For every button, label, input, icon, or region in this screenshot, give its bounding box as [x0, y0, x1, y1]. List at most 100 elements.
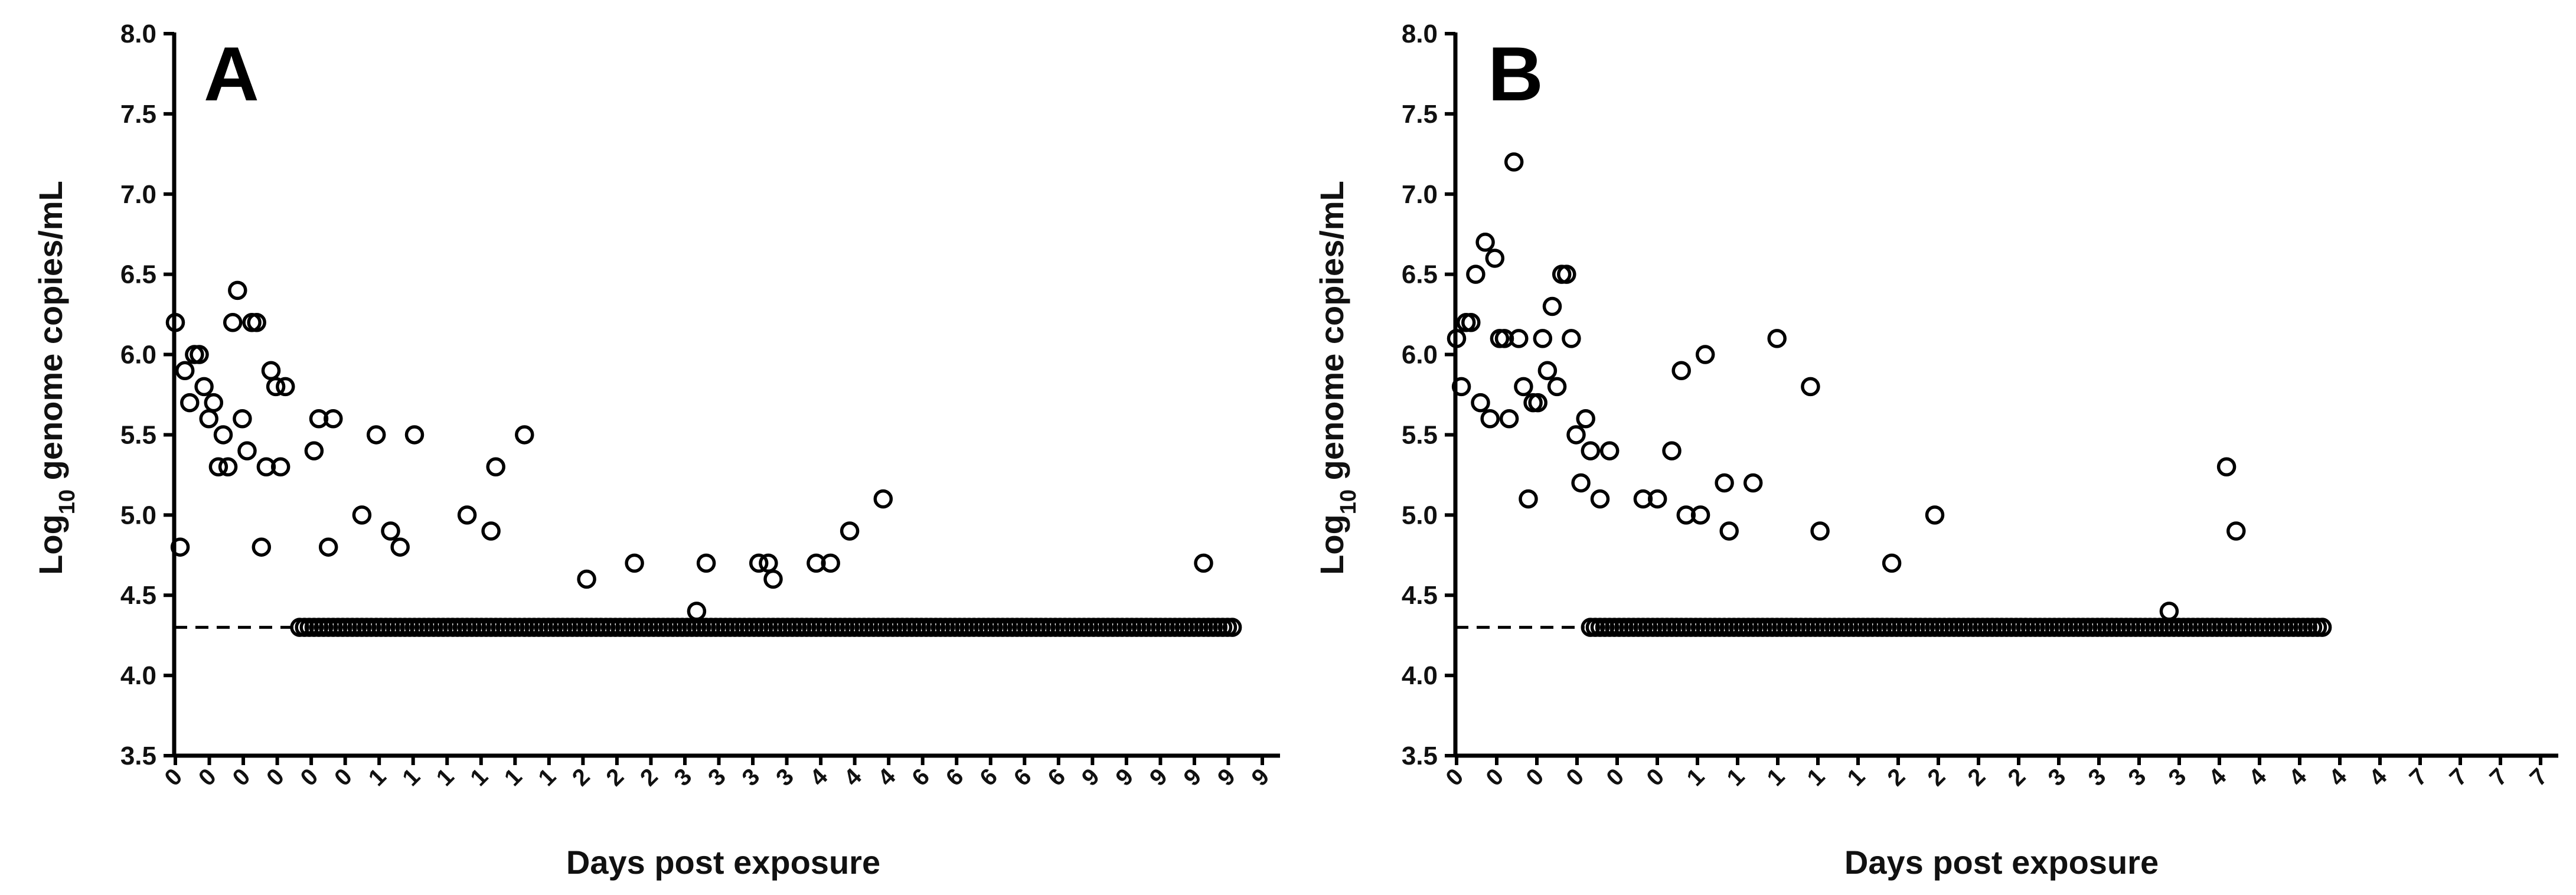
data-point	[1461, 312, 1481, 332]
x-tick-label: 1	[397, 763, 425, 791]
data-point	[194, 377, 214, 397]
data-point	[208, 457, 228, 477]
x-tick-label: 2	[635, 763, 663, 791]
y-tick-label: 4.0	[1402, 661, 1438, 690]
data-point	[1194, 553, 1213, 573]
x-tick-label: 1	[1843, 763, 1870, 791]
x-tick-label: 1	[1803, 763, 1830, 791]
x-tick-label: 4	[2284, 763, 2312, 791]
y-axis-title-subscript: 10	[1336, 489, 1361, 514]
x-tick-label: 4	[2324, 763, 2352, 791]
x-tick-label: 3	[2124, 763, 2151, 791]
data-point	[252, 537, 272, 557]
x-tick-label: 2	[601, 763, 629, 791]
data-point	[1571, 473, 1591, 493]
axes	[172, 32, 1280, 758]
panel-label: A	[204, 31, 259, 117]
y-tick-label: 7.5	[120, 100, 156, 129]
x-tick-label: 0	[262, 763, 289, 791]
x-tick-label: 3	[771, 763, 799, 791]
data-point	[1925, 505, 1945, 525]
data-point	[577, 569, 596, 589]
data-point	[1647, 489, 1667, 509]
y-tick-label: 7.0	[120, 180, 156, 209]
data-point	[1533, 329, 1553, 348]
x-tick-label: 6	[907, 763, 935, 791]
x-axis-title: Days post exposure	[566, 844, 880, 881]
data-point	[1528, 393, 1547, 413]
data-point	[223, 312, 243, 332]
data-point	[1662, 441, 1682, 460]
y-tick-label: 4.0	[120, 661, 156, 690]
data-point	[625, 553, 644, 573]
data-point	[381, 521, 400, 541]
x-tick-label: 1	[465, 763, 493, 791]
data-point	[1719, 521, 1739, 541]
data-point	[1566, 425, 1586, 445]
y-tick-label: 8.0	[120, 19, 156, 48]
y-axis-title-rest: genome copies/mL	[1313, 181, 1350, 489]
data-point	[1509, 329, 1529, 348]
x-tick-label: 1	[1682, 763, 1710, 791]
data-point	[390, 537, 410, 557]
x-tick-label: 0	[1562, 763, 1589, 791]
x-tick-label: 6	[1043, 763, 1070, 791]
panel-b: B Days post exposure Log10 genome copies…	[1313, 19, 2558, 881]
data-point	[1485, 249, 1505, 268]
y-tick-label: 4.5	[1402, 581, 1438, 610]
y-tick-label: 7.5	[1402, 100, 1438, 129]
x-tick-label: 4	[839, 763, 867, 791]
data-point	[266, 377, 286, 397]
data-point	[190, 345, 209, 364]
x-tick-label: 3	[737, 763, 765, 791]
y-tick-label: 3.5	[120, 742, 156, 770]
data-point	[318, 537, 338, 557]
data-point	[1767, 329, 1787, 348]
y-axis-ticks: 3.5 4.0 4.5 5.0 5.5 6.0 6.5 7.0 7.5 8.0	[120, 19, 174, 770]
x-tick-label: 2	[1963, 763, 1991, 791]
data-point	[276, 377, 295, 397]
data-point	[481, 521, 501, 541]
data-point	[1519, 489, 1538, 509]
x-tick-label: 3	[703, 763, 731, 791]
x-tick-label: 9	[1178, 763, 1206, 791]
data-point	[1557, 264, 1576, 284]
data-point	[366, 425, 386, 445]
data-point	[486, 457, 505, 477]
data-point	[1743, 473, 1763, 493]
data-point	[2216, 457, 2237, 477]
y-tick-label: 5.0	[120, 501, 156, 530]
x-tick-label: 4	[873, 763, 901, 791]
x-tick-label: 4	[805, 763, 833, 791]
data-point	[1471, 393, 1490, 413]
x-tick-label: 0	[329, 763, 357, 791]
data-point	[1542, 296, 1562, 316]
data-point	[199, 409, 218, 429]
x-tick-label: 7	[2485, 763, 2513, 791]
x-tick-label: 9	[1077, 763, 1105, 791]
x-tick-label: 0	[1441, 763, 1469, 791]
y-axis-title-base: Log	[1313, 514, 1350, 575]
y-axis-ticks: 3.5 4.0 4.5 5.0 5.5 6.0 6.5 7.0 7.5 8.0	[1402, 19, 1455, 770]
data-point	[1480, 409, 1500, 429]
data-point	[696, 553, 716, 573]
data-point	[1715, 473, 1734, 493]
data-point	[175, 361, 195, 380]
y-tick-label: 5.5	[1402, 420, 1438, 449]
x-tick-label: 3	[2043, 763, 2071, 791]
x-tick-label: 3	[2164, 763, 2192, 791]
data-point-undetected	[1222, 618, 1242, 637]
data-point	[1504, 152, 1524, 172]
x-tick-label: 7	[2445, 763, 2473, 791]
x-tick-label: 0	[1522, 763, 1549, 791]
x-tick-label: 0	[160, 763, 188, 791]
x-tick-label: 9	[1247, 763, 1275, 791]
y-axis-title: Log10 genome copies/mL	[32, 181, 80, 575]
panel-label: B	[1488, 31, 1543, 117]
data-point	[1599, 441, 1620, 460]
x-tick-label: 2	[567, 763, 595, 791]
data-point	[1499, 409, 1519, 429]
data-point	[218, 457, 238, 477]
